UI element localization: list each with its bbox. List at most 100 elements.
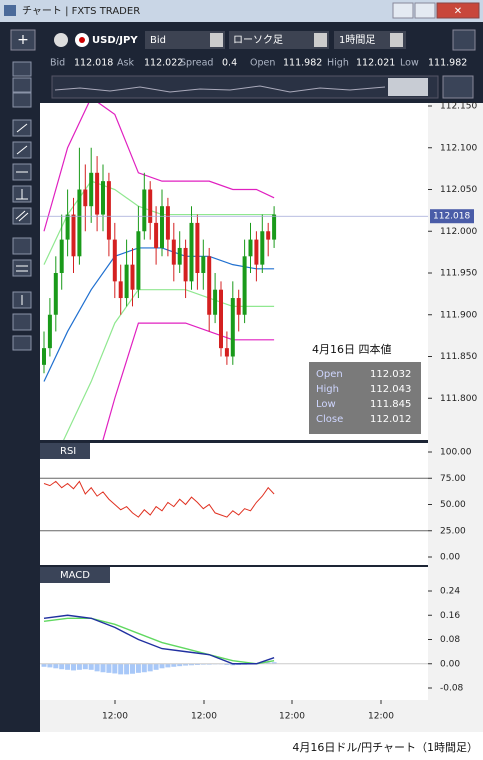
expand-button[interactable] <box>452 29 476 51</box>
symbol[interactable]: USD/JPY <box>92 35 138 46</box>
histogram-bar <box>88 663 94 670</box>
tool-crosshair[interactable] <box>12 77 32 93</box>
candle-body <box>47 314 52 349</box>
y-tick-label: 112.050 <box>440 185 477 195</box>
histogram-bar <box>230 663 236 666</box>
minimize-button[interactable] <box>392 2 414 19</box>
candle-body <box>154 222 159 248</box>
y-tick-label: 112.150 <box>440 102 477 112</box>
candle-body <box>53 273 58 315</box>
x-tick-label: 12:00 <box>191 712 217 722</box>
navigator-handle[interactable] <box>388 78 428 96</box>
histogram-bar <box>47 663 53 668</box>
navigator-line <box>54 85 386 93</box>
ohlc-box <box>309 362 421 434</box>
tool-hand[interactable] <box>12 92 32 108</box>
histogram-bar <box>41 663 47 667</box>
close-icon: ✕ <box>454 6 462 17</box>
quote-value: 111.982 <box>428 58 467 69</box>
candle-body <box>160 206 164 248</box>
x-tick-label: 12:00 <box>368 712 394 722</box>
quote-label: Open <box>250 58 275 69</box>
add-button[interactable] <box>10 29 36 51</box>
y-tick-label: 111.900 <box>440 310 477 320</box>
quote-label: Spread <box>180 58 213 69</box>
histogram-bar <box>71 663 76 671</box>
chart-type-select[interactable] <box>229 31 329 49</box>
y-tick-label: 111.850 <box>440 352 477 362</box>
candle-body <box>248 239 253 257</box>
y-tick-label: 111.950 <box>440 269 477 279</box>
ohlc-value: 112.012 <box>370 414 411 425</box>
histogram-bar <box>118 663 124 675</box>
last-price-label: 112.018 <box>433 212 470 222</box>
candle-body <box>224 348 229 357</box>
candle-body <box>124 264 129 299</box>
icon <box>16 123 28 133</box>
histogram-bar <box>177 663 183 667</box>
x-tick-label: 12:00 <box>279 712 305 722</box>
histogram-bar <box>76 663 82 670</box>
histogram-bar <box>82 663 88 670</box>
timeframe-select[interactable] <box>334 31 406 49</box>
panel-title: RSI <box>60 446 76 457</box>
candle-body <box>201 256 206 273</box>
histogram-bar <box>189 663 194 666</box>
candle-body <box>242 256 247 315</box>
histogram-bar <box>165 663 171 668</box>
close-button[interactable] <box>436 2 480 19</box>
candle-body <box>77 189 82 257</box>
tool-camera[interactable] <box>12 335 32 351</box>
ohlc-value: 112.032 <box>370 369 411 380</box>
zoom-button[interactable] <box>442 75 474 99</box>
candle-body <box>177 247 182 265</box>
ohlc-label: Close <box>316 414 343 425</box>
quote-value: 0.4 <box>222 58 237 69</box>
quote-label: High <box>327 58 349 69</box>
candle-body <box>254 239 259 265</box>
tool-list[interactable] <box>12 313 32 331</box>
navigator[interactable] <box>51 75 439 99</box>
histogram-bar <box>183 663 189 666</box>
dropdown-arrow[interactable] <box>314 33 327 47</box>
app-icon <box>4 5 16 16</box>
quote-label: Bid <box>50 58 65 69</box>
histogram-bar <box>153 663 159 670</box>
quote-value: 112.021 <box>356 58 395 69</box>
tool-channel[interactable] <box>12 207 32 225</box>
tool-fib[interactable] <box>12 259 32 277</box>
candle-body <box>136 231 141 290</box>
ohlc-value: 111.845 <box>370 399 411 410</box>
time-axis <box>40 700 483 732</box>
candle-body <box>106 181 111 240</box>
histogram-bar <box>135 663 141 673</box>
histogram-bar <box>265 662 271 664</box>
dropdown-arrow[interactable] <box>210 33 223 47</box>
rsi-panel <box>40 443 428 565</box>
price-type-select[interactable] <box>145 31 225 49</box>
window-title: チャート | FXTS TRADER <box>22 5 140 17</box>
quote-value: 111.982 <box>283 58 322 69</box>
candle-body <box>83 189 88 207</box>
candle-body <box>207 256 212 315</box>
series-line <box>43 480 275 518</box>
tool-pointer[interactable] <box>12 61 32 77</box>
dropdown-arrow[interactable] <box>390 33 403 47</box>
last-price-tag <box>430 209 474 224</box>
candle-body <box>118 281 123 299</box>
axes: 112.150 112.100 112.050 112.000 111.950 111.9… <box>40 102 477 722</box>
maximize-button[interactable] <box>414 2 436 19</box>
series-line <box>43 614 275 665</box>
y-tick-label: 50.00 <box>440 500 466 510</box>
candle-body <box>266 231 271 240</box>
ohlc-label: High <box>316 384 339 395</box>
candle-body <box>171 239 176 265</box>
flag-jp-dot <box>79 37 85 43</box>
tool-fibfan[interactable] <box>12 237 32 255</box>
candle-body <box>183 247 188 282</box>
y-tick-label: 111.800 <box>440 394 477 404</box>
quote-label: Low <box>400 58 419 69</box>
histogram-bar <box>194 663 200 665</box>
y-tick-label: 112.000 <box>440 227 477 237</box>
